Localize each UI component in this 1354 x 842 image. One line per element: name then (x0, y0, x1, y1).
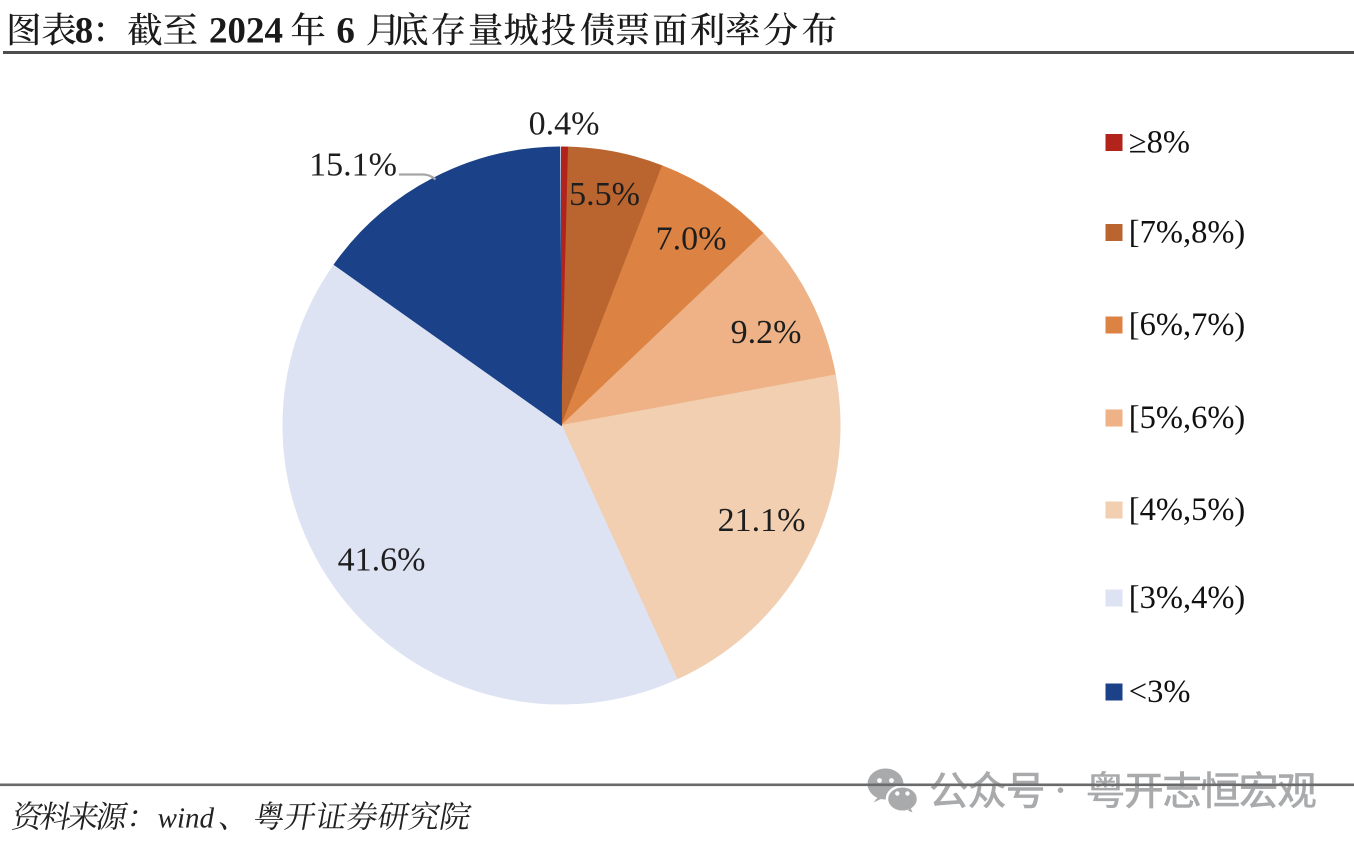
svg-text:[3%,4%): [3%,4%) (1129, 580, 1245, 616)
svg-text:[4%,5%): [4%,5%) (1129, 492, 1245, 528)
svg-text:21.1%: 21.1% (718, 502, 806, 539)
svg-text:7.0%: 7.0% (656, 221, 727, 258)
svg-text:0.4%: 0.4% (529, 106, 600, 143)
svg-text:≥8%: ≥8% (1129, 125, 1190, 161)
svg-text:41.6%: 41.6% (338, 542, 426, 579)
svg-text:15.1%: 15.1% (309, 147, 397, 184)
svg-text:[6%,7%): [6%,7%) (1129, 307, 1245, 343)
svg-text:9.2%: 9.2% (731, 314, 802, 351)
svg-text:5.5%: 5.5% (569, 176, 640, 213)
svg-text:<3%: <3% (1129, 674, 1191, 710)
svg-text:[7%,8%): [7%,8%) (1129, 215, 1245, 251)
svg-text:[5%,6%): [5%,6%) (1129, 400, 1245, 436)
